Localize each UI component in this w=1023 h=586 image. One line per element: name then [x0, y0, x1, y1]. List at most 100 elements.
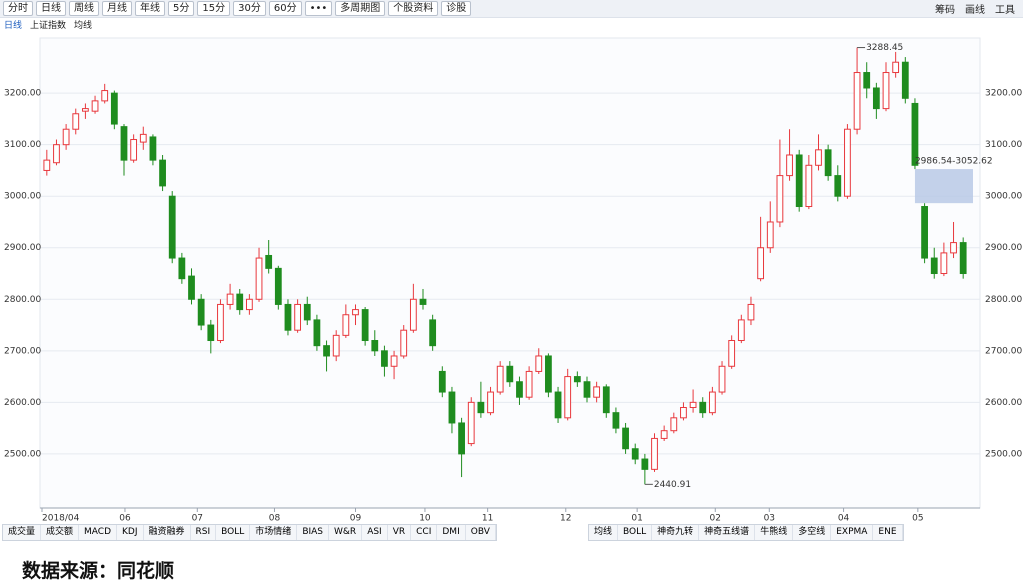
toolbar-button[interactable]: 日线	[36, 1, 66, 16]
candle-body	[361, 309, 369, 342]
candle-body	[824, 149, 832, 177]
candle-body	[448, 391, 456, 424]
candle-body	[188, 275, 195, 300]
subbar-item[interactable]: 日线	[4, 21, 23, 31]
toolbar-button[interactable]: •••	[304, 1, 333, 16]
candle-body	[805, 164, 813, 208]
x-tick-label: 12	[560, 514, 571, 523]
candle-body	[265, 254, 273, 269]
candle-body	[554, 391, 562, 419]
subbar-item[interactable]: 上证指数	[30, 21, 67, 31]
min-label: 2440.91	[654, 480, 691, 490]
candle-body	[950, 242, 957, 254]
toolbar-button[interactable]: 月线	[102, 1, 132, 16]
tab[interactable]: 均线	[589, 525, 619, 540]
candle-body	[236, 293, 244, 311]
x-tick-label: 11	[482, 514, 493, 523]
toolbar-right: 筹码 画线 工具	[935, 0, 1015, 17]
gap-label: 2986.54-3052.62	[915, 157, 993, 167]
toolbar-link[interactable]: 筹码	[935, 5, 955, 16]
candle-body	[487, 391, 494, 414]
candle-body	[786, 154, 793, 177]
tab[interactable]: MACD	[79, 525, 118, 540]
candle-body	[545, 355, 552, 393]
candle-body	[689, 401, 697, 409]
candle-body	[390, 355, 398, 367]
candle-body	[680, 407, 687, 419]
toolbar-button[interactable]: 5分	[168, 1, 195, 16]
candle-body	[863, 72, 871, 89]
tab[interactable]: 多空线	[793, 525, 832, 540]
candle-body	[255, 257, 263, 300]
candle-body	[660, 430, 668, 439]
candle-body	[708, 391, 716, 414]
toolbar: 分时 日线 周线 月线 年线 5分 15分 30分 60分 ••• 多周期图 个股资料 诊股	[0, 0, 1023, 18]
tab[interactable]: ENE	[873, 525, 903, 540]
candle-body	[892, 61, 900, 74]
tab[interactable]: 市场情绪	[250, 525, 298, 540]
candle-body	[120, 126, 128, 161]
candle-body	[352, 309, 359, 316]
tab[interactable]: 成交额	[41, 525, 80, 540]
toolbar-button[interactable]: 60分	[268, 1, 302, 16]
y-tick-label: 3200.00	[985, 89, 1022, 99]
candle-body	[940, 252, 948, 275]
tab[interactable]: 神奇五线谱	[699, 525, 756, 540]
toolbar-link[interactable]: 画线	[965, 5, 985, 16]
candle-body	[168, 195, 176, 259]
tab[interactable]: DMI	[437, 525, 466, 540]
tab[interactable]: 成交量	[3, 525, 42, 540]
y-tick-label: 2600.00	[985, 398, 1022, 408]
tab[interactable]: 神奇九转	[652, 525, 700, 540]
x-tick-label: 02	[710, 514, 721, 523]
candle-body	[62, 128, 70, 146]
candle-body	[506, 365, 514, 383]
tab[interactable]: EXPMA	[831, 525, 874, 540]
tab[interactable]: VR	[388, 525, 412, 540]
toolbar-button[interactable]: 诊股	[441, 1, 472, 16]
toolbar-button[interactable]: 30分	[233, 1, 266, 16]
x-tick-label: 07	[192, 514, 203, 523]
toolbar-button[interactable]: 个股资料	[388, 1, 439, 16]
candle-body	[400, 329, 408, 357]
y-tick-label: 2800.00	[985, 295, 1022, 305]
candle-body	[776, 175, 784, 223]
subbar-item[interactable]: 均线	[74, 21, 93, 31]
toolbar-button[interactable]: 分时	[3, 1, 33, 16]
candle-body	[178, 257, 186, 280]
x-tick-label: 03	[764, 514, 775, 523]
toolbar-button[interactable]: 15分	[197, 1, 231, 16]
tab[interactable]: W&R	[329, 525, 363, 540]
tab[interactable]: 融资融券	[144, 525, 191, 540]
x-tick-label: 2018/04	[42, 514, 80, 523]
indicator-tabs: 成交量 成交额 MACD KDJ 融资融券 RSI BOLL 市场情绪 BIAS W&R ASI VR…	[2, 524, 497, 541]
toolbar-button[interactable]: 周线	[69, 1, 99, 16]
y-tick-label: 2800.00	[4, 295, 41, 305]
candle-body	[930, 257, 938, 275]
tab[interactable]: BIAS	[297, 525, 330, 540]
candle-body	[496, 365, 504, 393]
candle-body	[419, 298, 427, 305]
y-tick-label: 3100.00	[985, 140, 1022, 150]
tab[interactable]: RSI	[191, 525, 217, 540]
tab[interactable]: BOLL	[618, 525, 653, 540]
candle-body	[602, 386, 610, 414]
candle-body	[815, 149, 822, 166]
toolbar-button[interactable]: 多周期图	[335, 1, 386, 16]
tab[interactable]: 牛熊线	[755, 525, 794, 540]
toolbar-link[interactable]: 工具	[995, 5, 1015, 16]
tab[interactable]: KDJ	[117, 525, 144, 540]
candle-body	[718, 365, 726, 393]
tab[interactable]: CCI	[411, 525, 438, 540]
y-tick-label: 2900.00	[4, 243, 41, 253]
tab[interactable]: BOLL	[216, 525, 251, 540]
candle-body	[959, 242, 967, 275]
tab[interactable]: ASI	[362, 525, 388, 540]
tab[interactable]: OBV	[466, 525, 496, 540]
candle-body	[631, 448, 639, 460]
toolbar-button[interactable]: 年线	[135, 1, 165, 16]
candle-body	[651, 437, 658, 470]
candle-body	[516, 381, 523, 398]
candle-body	[921, 206, 928, 259]
